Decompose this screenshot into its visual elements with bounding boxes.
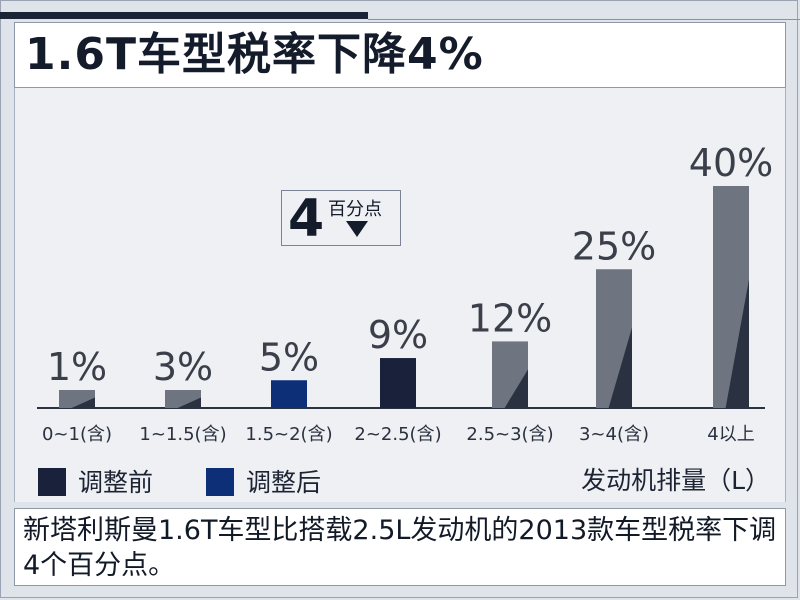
down-arrow-icon (346, 221, 368, 237)
page-title: 1.6T车型税率下降4% (25, 29, 484, 80)
legend-swatch-after (206, 468, 234, 496)
chart-panel: 1% 0~1(含) 3% 1~1.5(含) 5% 1.5~2(含) 9% 2~2.5(含) 12… (14, 88, 786, 502)
caption-text: 新塔利斯曼1.6T车型比搭载2.5L发动机的2013款车型税率下调4个百分点。 (23, 515, 777, 581)
tick-label-2: 1.5~2(含) (245, 424, 332, 445)
bar-chart: 1% 0~1(含) 3% 1~1.5(含) 5% 1.5~2(含) 9% 2~2.5(含) 12… (37, 141, 773, 445)
x-axis-title: 发动机排量（L） (581, 466, 770, 495)
data-label-2: 5% (259, 335, 319, 379)
tick-label-0: 0~1(含) (42, 424, 112, 445)
caption-panel: 新塔利斯曼1.6T车型比搭载2.5L发动机的2013款车型税率下调4个百分点。 (14, 508, 786, 586)
tick-label-4: 2.5~3(含) (466, 424, 553, 445)
bar-shade-4 (504, 369, 528, 408)
callout-value: 4 (288, 189, 325, 249)
data-label-1: 3% (153, 345, 213, 389)
tick-label-3: 2~2.5(含) (354, 424, 441, 445)
header-rule (368, 19, 800, 20)
data-label-6: 40% (689, 141, 773, 185)
tick-label-1: 1~1.5(含) (139, 424, 226, 445)
bar-shade-6 (725, 279, 749, 408)
legend-item-before: 调整前 (38, 463, 153, 497)
callout-label: 百分点 (328, 199, 382, 220)
header-accent-bar (0, 12, 368, 19)
bar-shade-0 (71, 397, 95, 408)
legend-swatch-before (38, 468, 66, 496)
bar-shade-5 (608, 327, 632, 408)
title-panel: 1.6T车型税率下降4% (14, 22, 786, 88)
bar-3 (380, 358, 416, 408)
bar-shade-1 (177, 397, 201, 408)
data-label-4: 12% (468, 296, 552, 340)
data-label-5: 25% (572, 224, 656, 268)
tick-label-5: 3~4(含) (579, 424, 649, 445)
legend-label-after: 调整后 (246, 468, 322, 497)
data-label-0: 1% (47, 345, 107, 389)
data-label-3: 9% (368, 313, 428, 357)
bar-2 (271, 380, 307, 408)
legend-item-after: 调整后 (206, 463, 321, 497)
decrease-callout: 4 百分点 (281, 189, 401, 249)
tick-label-6: 4以上 (707, 424, 754, 445)
legend-label-before: 调整前 (78, 468, 154, 497)
